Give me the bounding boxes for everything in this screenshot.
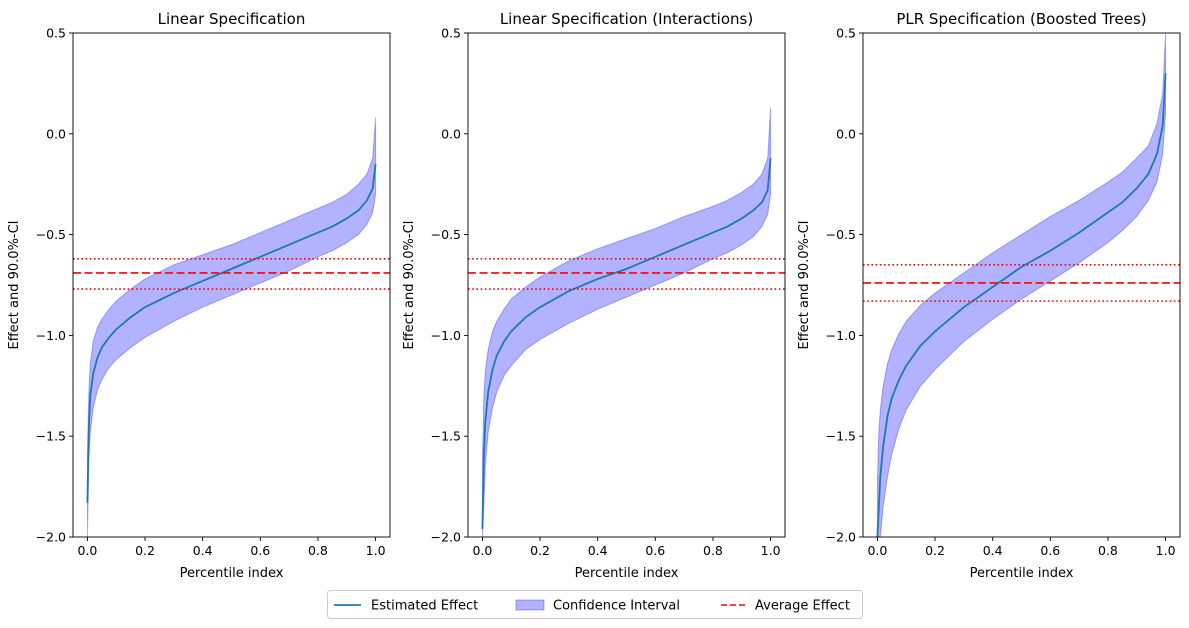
y-tick-label: 0.5 bbox=[836, 26, 856, 41]
estimated-effect-line bbox=[876, 73, 1167, 537]
x-axis-label: Percentile index bbox=[180, 566, 284, 581]
y-axis-label: Effect and 90.0%-CI bbox=[402, 220, 417, 349]
y-axis-label: Effect and 90.0%-CI bbox=[7, 220, 22, 349]
x-tick-label: 0.6 bbox=[645, 543, 665, 558]
chart-panel-1: 0.0 0.2 0.4 0.6 0.8 1.0 −2.0 −1.5 −1.0 −0.5 0.0 0.5… bbox=[7, 10, 391, 581]
x-tick-label: 0.6 bbox=[1040, 543, 1060, 558]
legend-band-sample bbox=[515, 599, 545, 611]
x-tick-label: 0.2 bbox=[135, 543, 155, 558]
plot-background bbox=[468, 33, 785, 537]
confidence-band bbox=[481, 107, 772, 537]
axes-frame bbox=[72, 32, 391, 538]
y-tick-label: −2.0 bbox=[431, 530, 461, 545]
legend-box bbox=[327, 590, 863, 619]
x-axis-label: Percentile index bbox=[575, 566, 679, 581]
x-tick-label: 0.8 bbox=[1098, 543, 1118, 558]
chart-panel-2: 0.0 0.2 0.4 0.6 0.8 1.0 −2.0 −1.5 −1.0 −0.5 0.0 0.5… bbox=[402, 10, 786, 581]
chart-title: PLR Specification (Boosted Trees) bbox=[896, 10, 1146, 28]
y-tick-label: −1.5 bbox=[431, 429, 461, 444]
y-axis-label: Effect and 90.0%-CI bbox=[797, 220, 812, 349]
x-tick-label: 0.6 bbox=[250, 543, 270, 558]
x-tick-label: 1.0 bbox=[366, 543, 386, 558]
x-tick-label: 0.2 bbox=[925, 543, 945, 558]
plot-background bbox=[73, 33, 390, 537]
y-tick-label: −2.0 bbox=[826, 530, 856, 545]
x-tick-label: 0.2 bbox=[530, 543, 550, 558]
axes-frame bbox=[467, 32, 786, 538]
x-axis-label: Percentile index bbox=[970, 566, 1074, 581]
y-tick-label: −1.5 bbox=[36, 429, 66, 444]
x-tick-label: 0.4 bbox=[193, 543, 213, 558]
x-tick-label: 0.0 bbox=[77, 543, 97, 558]
confidence-band bbox=[86, 117, 377, 537]
confidence-band bbox=[876, 33, 1167, 537]
y-tick-label: 0.5 bbox=[46, 26, 66, 41]
y-tick-label: −1.0 bbox=[36, 328, 66, 343]
y-tick-label: −1.5 bbox=[826, 429, 856, 444]
x-tick-label: 0.8 bbox=[703, 543, 723, 558]
legend: Estimated Effect Confidence Interval Avera… bbox=[327, 590, 863, 619]
x-tick-label: 0.4 bbox=[588, 543, 608, 558]
plot-background bbox=[863, 33, 1180, 537]
legend-label: Confidence Interval bbox=[553, 599, 680, 614]
y-tick-label: 0.5 bbox=[441, 26, 461, 41]
x-tick-label: 0.0 bbox=[472, 543, 492, 558]
chart-title: Linear Specification (Interactions) bbox=[500, 10, 753, 28]
x-tick-label: 1.0 bbox=[761, 543, 781, 558]
x-tick-label: 0.4 bbox=[983, 543, 1003, 558]
y-tick-label: 0.0 bbox=[441, 126, 461, 141]
y-tick-label: −0.5 bbox=[826, 227, 856, 242]
plot-area bbox=[863, 33, 1180, 537]
x-tick-label: 0.8 bbox=[308, 543, 328, 558]
y-tick-label: −1.0 bbox=[826, 328, 856, 343]
y-tick-label: −1.0 bbox=[431, 328, 461, 343]
axes-frame bbox=[862, 32, 1181, 538]
chart-panel-3: 0.0 0.2 0.4 0.6 0.8 1.0 −2.0 −1.5 −1.0 −0.5 0.0 0.5… bbox=[797, 10, 1181, 581]
estimated-effect-line bbox=[86, 163, 377, 503]
estimated-effect-line bbox=[481, 157, 772, 529]
y-tick-label: −0.5 bbox=[431, 227, 461, 242]
x-tick-label: 0.0 bbox=[867, 543, 887, 558]
y-tick-label: −2.0 bbox=[36, 530, 66, 545]
y-tick-label: −0.5 bbox=[36, 227, 66, 242]
y-tick-label: 0.0 bbox=[46, 126, 66, 141]
plot-area bbox=[73, 117, 390, 537]
legend-label: Estimated Effect bbox=[371, 599, 478, 614]
legend-label: Average Effect bbox=[755, 599, 850, 614]
x-tick-label: 1.0 bbox=[1156, 543, 1176, 558]
chart-title: Linear Specification bbox=[158, 10, 306, 28]
plot-area bbox=[468, 107, 785, 537]
y-tick-label: 0.0 bbox=[836, 126, 856, 141]
